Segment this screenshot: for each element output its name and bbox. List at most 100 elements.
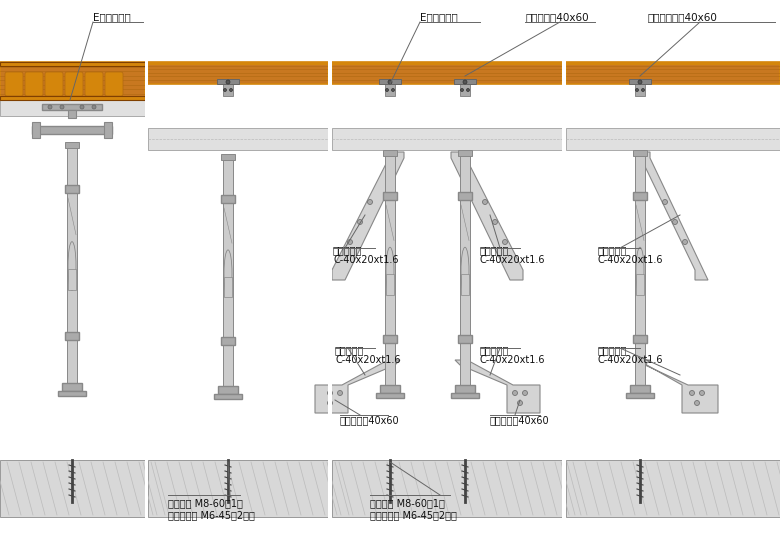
Bar <box>460 84 470 96</box>
Bar <box>217 79 239 84</box>
Bar <box>385 200 395 335</box>
Bar <box>104 122 112 138</box>
Bar <box>332 460 562 517</box>
Bar <box>65 142 79 148</box>
Bar <box>633 150 647 156</box>
Bar <box>42 104 102 110</box>
FancyBboxPatch shape <box>25 72 43 96</box>
Bar <box>0 96 145 100</box>
Circle shape <box>328 390 332 395</box>
Bar <box>383 150 397 156</box>
Text: Eブラケット: Eブラケット <box>93 12 131 22</box>
Text: アンカー M8-60　1本: アンカー M8-60 1本 <box>168 498 243 508</box>
FancyBboxPatch shape <box>65 72 83 96</box>
Bar <box>223 84 233 96</box>
Text: ブレース鋼: ブレース鋼 <box>598 345 627 355</box>
Circle shape <box>357 219 363 224</box>
Bar <box>629 79 651 84</box>
Text: ブレース鋼: ブレース鋼 <box>335 345 364 355</box>
Bar <box>630 385 650 393</box>
Bar <box>68 270 76 290</box>
Bar <box>67 193 77 332</box>
Circle shape <box>492 219 498 224</box>
Bar <box>383 192 397 200</box>
Bar <box>380 385 400 393</box>
FancyBboxPatch shape <box>45 72 63 96</box>
Bar <box>385 156 395 192</box>
Circle shape <box>641 89 644 91</box>
Circle shape <box>517 400 523 405</box>
Bar <box>451 393 479 398</box>
Circle shape <box>48 105 52 109</box>
Circle shape <box>80 105 84 109</box>
Bar <box>332 128 562 150</box>
Bar <box>67 148 77 185</box>
Circle shape <box>463 80 467 84</box>
Bar <box>218 386 238 394</box>
Bar <box>58 391 86 396</box>
Text: 鋼製根太　40x60: 鋼製根太 40x60 <box>490 415 550 425</box>
Bar <box>385 343 395 385</box>
Bar <box>65 332 79 340</box>
Bar <box>455 385 475 393</box>
Polygon shape <box>638 152 708 280</box>
Bar <box>62 383 82 391</box>
Bar <box>223 160 233 195</box>
Bar <box>0 62 145 100</box>
Bar <box>221 195 235 203</box>
Bar <box>221 154 235 160</box>
Text: ブレース鋼: ブレース鋼 <box>480 345 509 355</box>
Bar <box>145 40 148 520</box>
Bar <box>633 335 647 343</box>
Polygon shape <box>332 152 404 280</box>
Ellipse shape <box>461 247 469 295</box>
FancyBboxPatch shape <box>105 72 123 96</box>
Polygon shape <box>638 360 718 413</box>
Polygon shape <box>315 360 400 413</box>
Bar <box>460 156 470 192</box>
Bar <box>65 185 79 193</box>
Bar <box>386 274 394 295</box>
Bar <box>385 84 395 96</box>
Ellipse shape <box>386 247 394 295</box>
Text: ブレース鋼: ブレース鋼 <box>333 245 363 255</box>
Circle shape <box>700 390 704 395</box>
Bar <box>68 110 76 118</box>
Bar <box>0 100 145 116</box>
Bar <box>566 62 780 65</box>
Bar <box>332 62 562 65</box>
Text: C-40x20xt1.6: C-40x20xt1.6 <box>480 355 545 365</box>
Text: 鋼製根太　40x60: 鋼製根太 40x60 <box>340 415 399 425</box>
Circle shape <box>338 390 342 395</box>
Bar <box>32 122 40 138</box>
Bar <box>376 393 404 398</box>
Circle shape <box>483 199 488 204</box>
Circle shape <box>636 89 639 91</box>
Bar <box>566 460 780 517</box>
Text: C-40x20xt1.6: C-40x20xt1.6 <box>598 355 664 365</box>
Polygon shape <box>455 360 540 413</box>
Polygon shape <box>451 152 523 280</box>
Circle shape <box>694 400 700 405</box>
Bar <box>626 393 654 398</box>
Bar <box>454 79 476 84</box>
Bar <box>461 274 469 295</box>
Bar <box>148 460 328 517</box>
Circle shape <box>385 89 388 91</box>
Ellipse shape <box>68 242 76 290</box>
Circle shape <box>672 219 678 224</box>
Bar <box>633 192 647 200</box>
Bar <box>328 40 332 520</box>
Bar <box>67 340 77 383</box>
Circle shape <box>348 240 353 245</box>
Bar <box>460 200 470 335</box>
Text: ブレース鋼: ブレース鋼 <box>480 245 509 255</box>
Bar <box>148 62 328 65</box>
Bar <box>566 62 780 84</box>
Bar <box>460 343 470 385</box>
Bar <box>379 79 401 84</box>
Bar <box>566 128 780 150</box>
Text: （アンカー M6-45　2本）: （アンカー M6-45 2本） <box>370 510 457 520</box>
Circle shape <box>224 89 226 91</box>
Text: C-40x20xt1.6: C-40x20xt1.6 <box>598 255 664 265</box>
